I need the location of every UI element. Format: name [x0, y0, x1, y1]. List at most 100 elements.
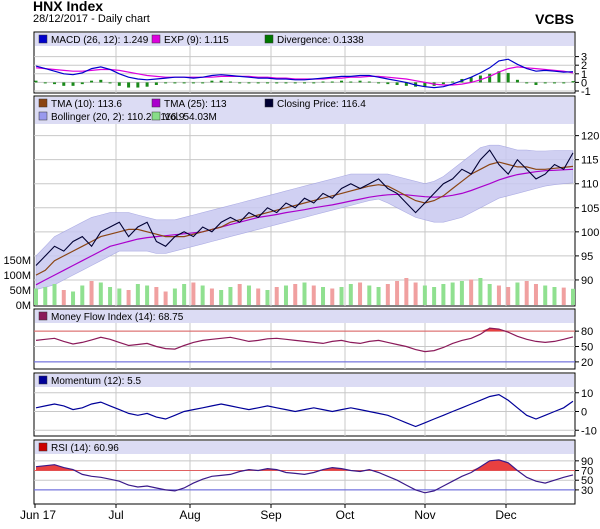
macd-divergence-bar-57 — [562, 82, 566, 84]
volume-bar-51 — [506, 287, 511, 305]
macd-divergence-bar-42 — [423, 82, 427, 87]
volume-tick-label-0: 0M — [16, 300, 31, 312]
volume-bar-43 — [432, 287, 437, 305]
macd-ytick-label-3: 2 — [581, 60, 587, 72]
price-ytick-label-1: 95 — [581, 251, 593, 263]
volume-bar-7 — [98, 282, 103, 305]
macd-divergence-bar-56 — [552, 82, 556, 84]
macd-divergence-bar-7 — [99, 79, 103, 83]
momentum-legend-band — [35, 374, 574, 387]
volume-bar-53 — [524, 281, 529, 305]
volume-bar-4 — [71, 291, 76, 305]
volume-bar-6 — [89, 281, 94, 305]
macd-divergence-bar-25 — [265, 82, 269, 84]
volume-bar-13 — [154, 287, 159, 305]
volume-bar-14 — [163, 291, 168, 305]
macd-divergence-bar-44 — [441, 82, 445, 85]
macd-divergence-bar-48 — [478, 75, 482, 83]
volume-bar-42 — [422, 285, 427, 305]
volume-tick-label-2: 100M — [3, 270, 31, 282]
volume-bar-25 — [265, 290, 270, 305]
volume-bar-18 — [200, 285, 205, 305]
macd-divergence-bar-0 — [34, 80, 38, 83]
x-tick-label-4: Oct — [336, 508, 355, 522]
macd-divergence-bar-29 — [303, 82, 306, 84]
volume-bar-57 — [561, 287, 566, 305]
volume-bar-39 — [395, 281, 400, 305]
rsi-ytick-label-3: 90 — [581, 456, 593, 468]
mfi-legend-label-0: Money Flow Index (14): 68.75 — [51, 312, 184, 323]
macd-legend-label-2: Divergence: 0.1338 — [277, 35, 364, 46]
x-tick-label-1: Jul — [108, 508, 123, 522]
x-tick-label-3: Sep — [260, 508, 282, 522]
macd-divergence-bar-15 — [173, 82, 177, 84]
volume-bar-22 — [237, 284, 242, 305]
mfi-line — [35, 327, 574, 353]
volume-bar-47 — [469, 279, 474, 305]
volume-bar-40 — [404, 278, 409, 305]
rsi-ytick-label-0: 30 — [581, 485, 593, 497]
volume-bar-11 — [135, 284, 140, 305]
macd-divergence-bar-1 — [43, 82, 47, 84]
volume-bar-23 — [246, 285, 251, 305]
price-ytick-label-3: 105 — [581, 203, 599, 215]
price-legend-label-0: TMA (10): 113.6 — [51, 99, 122, 110]
macd-divergence-bar-3 — [62, 82, 66, 86]
rsi-ytick-label-2: 70 — [581, 466, 593, 478]
rsi-overbought-fill-0 — [36, 464, 83, 471]
rsi-legend-label-0: RSI (14): 60.96 — [51, 443, 119, 454]
volume-bar-10 — [126, 290, 131, 305]
macd-divergence-bar-11 — [136, 82, 140, 88]
price-legend-swatch-2 — [264, 98, 274, 108]
volume-bar-17 — [191, 282, 196, 305]
volume-bar-21 — [228, 287, 233, 305]
chart-title: HNX Index — [33, 0, 104, 14]
price-legend-band — [35, 97, 574, 124]
volume-bar-55 — [543, 285, 548, 305]
macd-divergence-bar-45 — [451, 81, 455, 83]
mfi-ytick-label-1: 50 — [581, 342, 593, 354]
macd-divergence-bar-47 — [469, 77, 473, 83]
chart-subtitle: 28/12/2017 - Daily chart — [33, 13, 150, 25]
macd-legend-swatch-0 — [38, 34, 48, 44]
macd-legend-label-0: MACD (26, 12): 1.249 — [51, 35, 149, 46]
x-tick-label-2: Aug — [179, 508, 200, 522]
price-legend-swatch-0 — [38, 98, 48, 108]
price-legend-label-4: Vol: 54.03M — [164, 112, 217, 123]
macd-divergence-bar-32 — [330, 81, 334, 83]
volume-bar-46 — [459, 281, 464, 305]
price-ytick-label-5: 115 — [581, 155, 599, 167]
macd-divergence-bar-24 — [256, 82, 260, 84]
price-legend-swatch-1 — [151, 98, 161, 108]
macd-legend-label-1: EXP (9): 1.115 — [164, 35, 229, 46]
x-tick-label-5: Nov — [414, 508, 435, 522]
macd-divergence-bar-31 — [321, 81, 325, 83]
macd-ytick-label-4: 3 — [581, 52, 587, 64]
volume-bar-27 — [283, 285, 288, 305]
rsi-legend-band — [35, 441, 574, 454]
volume-bar-24 — [256, 288, 261, 305]
macd-ytick-label-2: 1 — [581, 69, 587, 81]
macd-signal-line — [35, 66, 574, 86]
volume-bar-49 — [487, 284, 492, 305]
macd-divergence-bar-8 — [108, 82, 112, 84]
mfi-legend-swatch-0 — [38, 311, 48, 321]
volume-bar-56 — [552, 287, 557, 305]
rsi-line — [35, 459, 574, 494]
macd-divergence-bar-16 — [182, 82, 186, 84]
macd-legend-swatch-1 — [151, 34, 161, 44]
price-legend-label-3: Bollinger (20, 2): 110.2 - 116.9 — [51, 112, 185, 123]
volume-bar-8 — [108, 287, 113, 305]
volume-bar-36 — [367, 285, 372, 305]
volume-bar-12 — [145, 285, 150, 305]
volume-bar-29 — [302, 282, 307, 305]
volume-bar-45 — [450, 282, 455, 305]
macd-divergence-bar-13 — [154, 82, 158, 85]
price-ytick-label-2: 100 — [581, 227, 599, 239]
volume-bar-58 — [571, 288, 575, 305]
volume-bar-19 — [209, 288, 214, 305]
volume-tick-label-1: 50M — [10, 285, 31, 297]
volume-bar-34 — [348, 284, 353, 305]
x-tick-label-0: Jun 17 — [20, 508, 56, 522]
price-ytick-label-6: 120 — [581, 131, 599, 143]
